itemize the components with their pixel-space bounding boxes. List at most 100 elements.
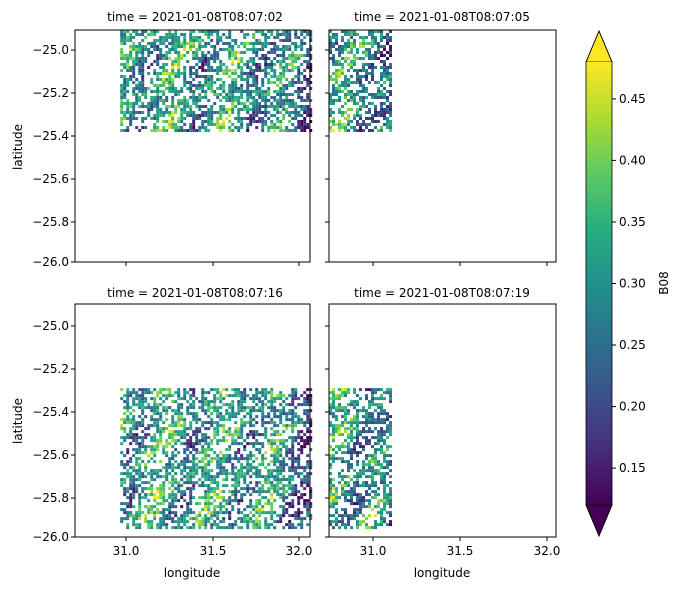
heatmap-cell bbox=[276, 472, 280, 476]
heatmap-cell bbox=[255, 66, 259, 69]
heatmap-cell bbox=[192, 123, 196, 126]
heatmap-cell bbox=[344, 117, 347, 120]
heatmap-cell bbox=[329, 403, 332, 407]
heatmap-cell bbox=[347, 99, 350, 102]
heatmap-cell bbox=[368, 400, 371, 404]
heatmap-cell bbox=[374, 484, 377, 488]
heatmap-cell bbox=[216, 511, 220, 515]
heatmap-cell bbox=[291, 445, 295, 449]
heatmap-cell bbox=[273, 433, 277, 437]
heatmap-cell bbox=[162, 427, 166, 431]
heatmap-cell bbox=[362, 427, 365, 431]
heatmap-cell bbox=[162, 523, 166, 527]
heatmap-cell bbox=[261, 96, 265, 99]
heatmap-cell bbox=[210, 421, 214, 425]
heatmap-cell bbox=[267, 99, 271, 102]
heatmap-cell bbox=[219, 36, 223, 39]
heatmap-cell bbox=[132, 117, 136, 120]
heatmap-cell bbox=[165, 69, 169, 72]
heatmap-cell bbox=[350, 499, 353, 503]
heatmap-cell bbox=[288, 111, 292, 114]
heatmap-cell bbox=[147, 388, 151, 392]
heatmap-cell bbox=[126, 514, 130, 518]
heatmap-cell bbox=[159, 475, 163, 479]
heatmap-cell bbox=[359, 108, 362, 111]
heatmap-cell bbox=[183, 463, 187, 467]
heatmap-cell bbox=[258, 108, 262, 111]
heatmap-cell bbox=[189, 424, 193, 428]
heatmap-cell bbox=[243, 394, 247, 398]
heatmap-cell bbox=[383, 466, 386, 470]
heatmap-cell bbox=[389, 72, 392, 75]
heatmap-cell bbox=[261, 48, 265, 51]
heatmap-cell bbox=[347, 466, 350, 470]
heatmap-cell bbox=[246, 454, 250, 458]
heatmap-cell bbox=[294, 490, 298, 494]
heatmap-cell bbox=[153, 469, 157, 473]
ytick-label: −26.0 bbox=[32, 530, 69, 544]
heatmap-cell bbox=[276, 433, 280, 437]
heatmap-cell bbox=[216, 30, 220, 33]
heatmap-cell bbox=[347, 493, 350, 497]
heatmap-cell bbox=[171, 81, 175, 84]
heatmap-cell bbox=[371, 33, 374, 36]
heatmap-cell bbox=[186, 412, 190, 416]
heatmap-cell bbox=[294, 415, 298, 419]
heatmap-cell bbox=[162, 102, 166, 105]
heatmap-cell bbox=[341, 388, 344, 392]
heatmap-cell bbox=[273, 499, 277, 503]
heatmap-cell bbox=[216, 87, 220, 90]
heatmap-cell bbox=[270, 403, 274, 407]
heatmap-cell bbox=[153, 123, 157, 126]
heatmap-cell bbox=[177, 90, 181, 93]
heatmap-cell bbox=[309, 502, 313, 506]
heatmap-cell bbox=[210, 412, 214, 416]
heatmap-cell bbox=[335, 418, 338, 422]
heatmap-cell bbox=[341, 123, 344, 126]
heatmap-cell bbox=[252, 90, 256, 93]
heatmap-cell bbox=[138, 87, 142, 90]
heatmap-cell bbox=[374, 442, 377, 446]
heatmap-cell bbox=[329, 93, 332, 96]
heatmap-cell bbox=[234, 57, 238, 60]
heatmap-cell bbox=[386, 415, 389, 419]
heatmap-cell bbox=[258, 475, 262, 479]
heatmap-cell bbox=[350, 403, 353, 407]
heatmap-cell bbox=[207, 445, 211, 449]
heatmap-cell bbox=[371, 481, 374, 485]
heatmap-cell bbox=[350, 517, 353, 521]
heatmap-cell bbox=[279, 415, 283, 419]
heatmap-cell bbox=[129, 117, 133, 120]
heatmap-cell bbox=[129, 418, 133, 422]
heatmap-cell bbox=[180, 87, 184, 90]
heatmap-cell bbox=[249, 48, 253, 51]
heatmap-cell bbox=[162, 514, 166, 518]
heatmap-cell bbox=[371, 39, 374, 42]
heatmap-cell bbox=[132, 30, 136, 33]
heatmap-cell bbox=[309, 436, 313, 440]
heatmap-cell bbox=[231, 526, 235, 530]
heatmap-cell bbox=[198, 108, 202, 111]
heatmap-cell bbox=[341, 433, 344, 437]
heatmap-cell bbox=[165, 397, 169, 401]
heatmap-cell bbox=[249, 96, 253, 99]
heatmap-cell bbox=[183, 520, 187, 524]
heatmap-cell bbox=[389, 114, 392, 117]
heatmap-cell bbox=[332, 388, 335, 392]
heatmap-cell bbox=[297, 87, 301, 90]
heatmap-cell bbox=[126, 505, 130, 509]
heatmap-cell bbox=[279, 466, 283, 470]
heatmap-cell bbox=[309, 397, 313, 401]
heatmap-cell bbox=[306, 111, 310, 114]
heatmap-cell bbox=[237, 108, 241, 111]
heatmap-cell bbox=[285, 111, 289, 114]
heatmap-cell bbox=[171, 39, 175, 42]
heatmap-cell bbox=[389, 81, 392, 84]
heatmap-cell bbox=[356, 69, 359, 72]
heatmap-cell bbox=[204, 105, 208, 108]
heatmap-cell bbox=[270, 75, 274, 78]
heatmap-cell bbox=[386, 511, 389, 515]
heatmap-cell bbox=[138, 57, 142, 60]
heatmap-cell bbox=[306, 60, 310, 63]
heatmap-cell bbox=[207, 454, 211, 458]
